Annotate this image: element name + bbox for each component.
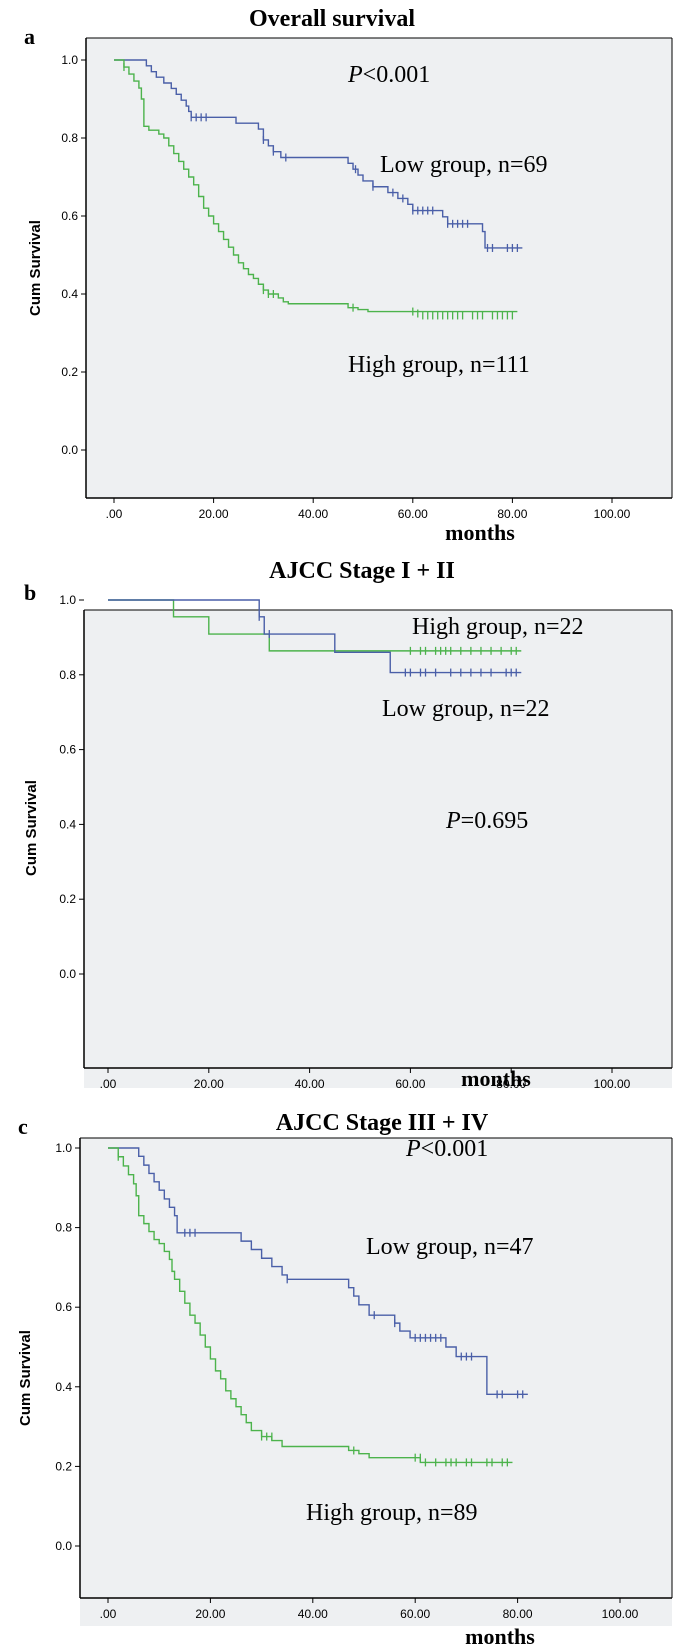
survival-curve-second xyxy=(114,59,518,313)
y-tick-label: 0.0 xyxy=(61,443,78,457)
y-tick-label: 0.0 xyxy=(55,1539,72,1553)
x-tick-label: .00 xyxy=(100,1077,117,1088)
y-tick-label: 1.0 xyxy=(61,53,78,67)
y-tick-label: 0.8 xyxy=(61,131,78,145)
x-tick-label: .00 xyxy=(106,507,123,521)
y-tick-label: 0.4 xyxy=(55,1380,72,1394)
x-tick-label: 20.00 xyxy=(194,1077,224,1088)
y-tick-label: 0.4 xyxy=(59,817,76,831)
p-symbol-c: P xyxy=(405,1136,421,1162)
y-tick-label: 0.2 xyxy=(59,892,76,906)
y-tick-label: 1.0 xyxy=(59,593,76,607)
p-text-c: <0.001 xyxy=(421,1136,489,1162)
chart-title-c: AJCC Stage III + IV xyxy=(276,1110,489,1136)
y-tick-label: 0.8 xyxy=(55,1221,72,1235)
chart-title-a: Overall survival xyxy=(249,6,415,32)
x-tick-label: 60.00 xyxy=(400,1607,430,1621)
x-tick-label: .00 xyxy=(100,1607,117,1621)
x-tick-label: 100.00 xyxy=(602,1607,639,1621)
x-tick-label: 60.00 xyxy=(395,1077,425,1088)
x-tick-label: 20.00 xyxy=(199,507,229,521)
p-symbol-b: P xyxy=(445,808,461,834)
y-tick-label: 0.4 xyxy=(61,287,78,301)
series-label-low-a: Low group, n=69 xyxy=(380,152,548,178)
km-chart-b: b AJCC Stage I + II .00 20.00 40.00 60.00 80… xyxy=(23,558,673,1088)
y-axis-label-a: Cum Survival xyxy=(27,220,44,316)
ticks-b: .00 20.00 40.00 60.00 80.00 100.00 0.0 0.2 0.4 0.… xyxy=(59,593,630,1088)
x-tick-label: 80.00 xyxy=(497,507,527,521)
p-text-b: =0.695 xyxy=(461,808,529,834)
series-group-a xyxy=(114,59,523,320)
y-tick-label: 0.6 xyxy=(61,209,78,223)
series-label-high-c: High group, n=89 xyxy=(306,1500,478,1526)
panel-c: c AJCC Stage III + IV .00 20.00 40.00 60.00… xyxy=(0,1098,676,1648)
survival-curve-second xyxy=(108,1147,513,1464)
y-tick-label: 0.0 xyxy=(59,967,76,981)
panel-label-a: a xyxy=(24,24,35,49)
x-tick-label: 100.00 xyxy=(594,1077,631,1088)
p-value-b: P=0.695 xyxy=(445,808,528,834)
x-axis-label-c: months xyxy=(465,1624,535,1648)
p-value-a: P<0.001 xyxy=(347,62,430,88)
y-tick-label: 0.8 xyxy=(59,668,76,682)
x-tick-label: 40.00 xyxy=(298,1607,328,1621)
p-symbol-a: P xyxy=(347,62,363,88)
chart-title-b: AJCC Stage I + II xyxy=(269,558,455,584)
series-group-c xyxy=(108,1147,528,1467)
panel-label-b: b xyxy=(24,580,36,605)
survival-curve-second xyxy=(108,599,522,674)
x-tick-label: 40.00 xyxy=(295,1077,325,1088)
panel-label-c: c xyxy=(18,1114,28,1139)
x-tick-label: 80.00 xyxy=(496,1077,526,1088)
series-group-b xyxy=(108,599,522,677)
x-tick-label: 100.00 xyxy=(594,507,631,521)
p-text-a: <0.001 xyxy=(363,62,431,88)
series-label-high-a: High group, n=111 xyxy=(348,352,530,378)
x-tick-label: 60.00 xyxy=(398,507,428,521)
x-tick-label: 20.00 xyxy=(195,1607,225,1621)
plot-area-c xyxy=(80,1138,672,1626)
km-chart-a: a Overall survival .00 20.00 40.00 60.00 80.… xyxy=(24,6,673,540)
series-label-low-c: Low group, n=47 xyxy=(366,1234,534,1260)
x-tick-label: 80.00 xyxy=(503,1607,533,1621)
series-label-high-b: High group, n=22 xyxy=(412,614,584,640)
ticks-a: .00 20.00 40.00 60.00 80.00 100.00 0.0 0.2 0.4 0.… xyxy=(61,53,630,521)
plot-area-a xyxy=(86,38,672,498)
x-tick-label: 40.00 xyxy=(298,507,328,521)
p-value-c: P<0.001 xyxy=(405,1136,488,1162)
panel-b: b AJCC Stage I + II .00 20.00 40.00 60.00 80… xyxy=(0,548,676,1088)
y-tick-label: 0.6 xyxy=(55,1300,72,1314)
panel-a: a Overall survival .00 20.00 40.00 60.00 80.… xyxy=(0,0,676,540)
km-chart-c: c AJCC Stage III + IV .00 20.00 40.00 60.00… xyxy=(17,1110,673,1648)
series-label-low-b: Low group, n=22 xyxy=(382,696,550,722)
y-tick-label: 0.2 xyxy=(55,1459,72,1473)
y-axis-label-b: Cum Survival xyxy=(23,780,40,876)
y-axis-label-c: Cum Survival xyxy=(17,1330,34,1426)
y-tick-label: 0.6 xyxy=(59,743,76,757)
plot-area-b xyxy=(84,610,672,1088)
x-axis-label-b: months xyxy=(461,1066,531,1088)
ticks-c: .00 20.00 40.00 60.00 80.00 100.00 0.0 0.2 0.4 0.… xyxy=(55,1141,638,1621)
survival-curve-first xyxy=(108,1147,528,1396)
y-tick-label: 0.2 xyxy=(61,365,78,379)
survival-curve-first xyxy=(108,599,522,652)
x-axis-label-a: months xyxy=(445,520,515,540)
y-tick-label: 1.0 xyxy=(55,1141,72,1155)
